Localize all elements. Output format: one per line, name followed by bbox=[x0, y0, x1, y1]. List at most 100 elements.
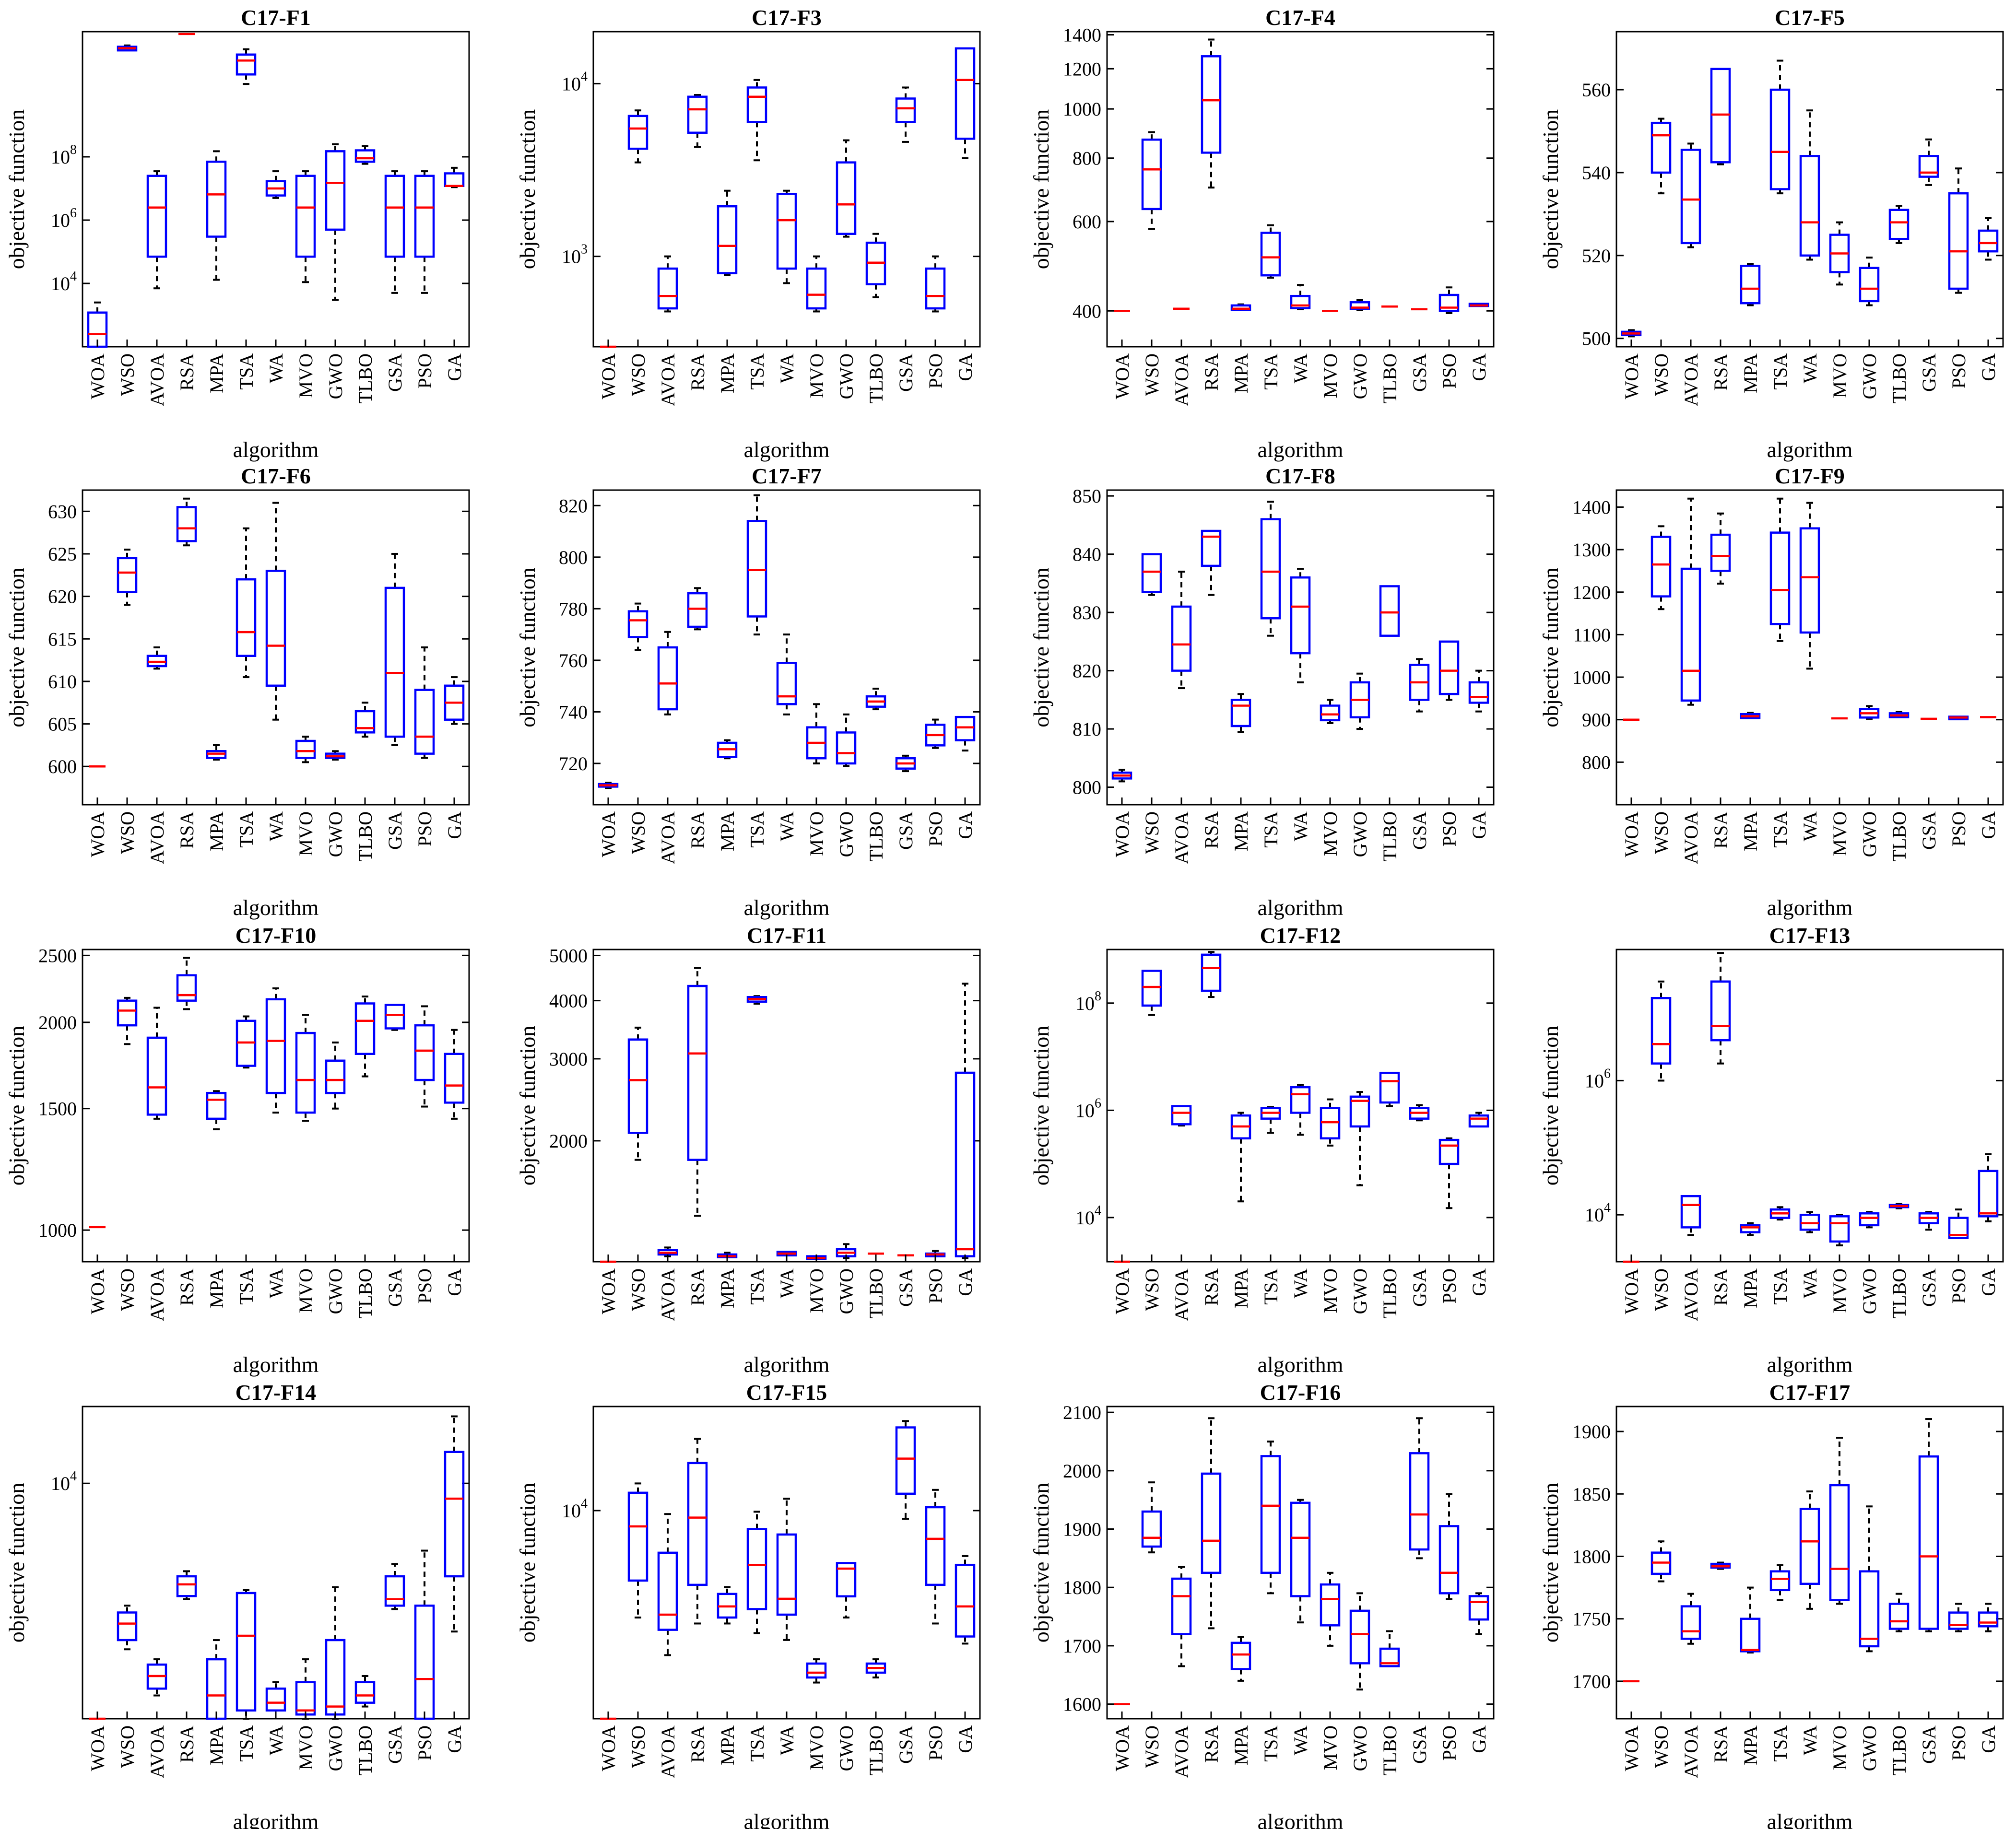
chart-c17-f14-box-tlbo bbox=[354, 1675, 376, 1708]
chart-c17-f15-box-tsa bbox=[746, 1511, 767, 1634]
iqr-box bbox=[1829, 1484, 1850, 1601]
chart-c17-f16-xtick-label-mpa: MPA bbox=[1230, 1725, 1252, 1765]
chart-c17-f12-box-rsa bbox=[1201, 951, 1222, 998]
chart-c17-f6-xtick-label-mpa: MPA bbox=[206, 811, 227, 851]
chart-c17-f9-ytick-label: 1000 bbox=[1572, 667, 1611, 688]
chart-c17-f12-xtick-label-rsa: RSA bbox=[1201, 1268, 1222, 1306]
chart-c17-f4-ytick-label: 600 bbox=[1073, 211, 1101, 233]
chart-c17-f8-xtick-label-avoa: AVOA bbox=[1171, 811, 1192, 865]
iqr-box bbox=[955, 1071, 976, 1257]
chart-c17-f6-xtick-label-gwo: GWO bbox=[325, 811, 346, 857]
chart-c17-f14-xtick-label-mvo: MVO bbox=[295, 1725, 317, 1770]
iqr-box bbox=[176, 974, 197, 1002]
chart-c17-f8-xtick-label-tsa: TSA bbox=[1260, 811, 1282, 848]
chart-c17-f5-box-wso bbox=[1651, 117, 1672, 195]
iqr-box bbox=[236, 53, 257, 76]
chart-c17-f5-xtick-label-ga: GA bbox=[1978, 353, 1999, 381]
chart-c17-f8-ytick-label: 800 bbox=[1073, 777, 1101, 798]
chart-c17-f5-title: C17-F5 bbox=[1775, 5, 1845, 30]
chart-c17-f8-y-axis-label: objective function bbox=[1029, 567, 1053, 727]
chart-c17-f13-box-gwo bbox=[1859, 1211, 1880, 1229]
chart-c17-f17-box-mvo bbox=[1829, 1437, 1850, 1605]
iqr-box bbox=[1918, 155, 1939, 178]
chart-c17-f1-xtick-label-gsa: GSA bbox=[384, 353, 406, 392]
chart-c17-f7-ytick-label: 800 bbox=[559, 547, 588, 568]
chart-c17-f4-xtick-label-woa: WOA bbox=[1111, 353, 1133, 399]
chart-c17-f5-xtick-label-gwo: GWO bbox=[1859, 353, 1880, 399]
iqr-box bbox=[955, 715, 976, 741]
iqr-box bbox=[414, 1604, 435, 1720]
chart-c17-f5-panel: C17-F5 500 520 540 560 WOA WSO AVOA RSA MPA TSA WA M… bbox=[1538, 5, 2004, 462]
chart-c17-f6-box-gwo bbox=[325, 750, 346, 761]
chart-c17-f16-title: C17-F16 bbox=[1260, 1380, 1341, 1405]
chart-c17-f7-box-tsa bbox=[746, 494, 767, 636]
chart-c17-f4-xtick-label-ga: GA bbox=[1468, 353, 1490, 381]
chart-c17-f8-box-tlbo bbox=[1379, 585, 1400, 637]
chart-c17-f5-box-mpa bbox=[1740, 263, 1761, 306]
chart-c17-f6-xtick-label-tsa: TSA bbox=[236, 811, 257, 848]
chart-c17-f6-box-wso bbox=[117, 549, 138, 606]
chart-c17-f6-y-axis-label: objective function bbox=[4, 567, 29, 727]
chart-c17-f1-xtick-label-ga: GA bbox=[444, 353, 465, 381]
iqr-box bbox=[1918, 1455, 1939, 1630]
chart-c17-f5-x-axis-label: algorithm bbox=[1767, 437, 1853, 462]
chart-c17-f17-xtick-label-gwo: GWO bbox=[1859, 1725, 1880, 1771]
iqr-box bbox=[176, 1575, 197, 1597]
iqr-box bbox=[1171, 1577, 1192, 1635]
chart-c17-f12-ytick-label: 104 bbox=[1075, 1203, 1101, 1229]
chart-c17-f5-xtick-label-pso: PSO bbox=[1948, 353, 1969, 388]
chart-c17-f16-ytick-base: 2000 bbox=[1063, 1460, 1101, 1482]
chart-c17-f11-y-axis-label: objective function bbox=[515, 1026, 540, 1185]
chart-c17-f3-xtick-label-wa: WA bbox=[776, 353, 798, 383]
chart-c17-f16-ytick-label: 1800 bbox=[1063, 1577, 1101, 1598]
chart-c17-f4-box-pso bbox=[1438, 286, 1460, 314]
chart-c17-f12-box-tsa bbox=[1260, 1106, 1281, 1134]
chart-c17-f1-box-gwo bbox=[325, 143, 346, 301]
chart-c17-f5-y-axis-label: objective function bbox=[1538, 109, 1563, 269]
chart-c17-f8-ytick-base: 800 bbox=[1073, 777, 1101, 798]
chart-c17-f9-ytick-base: 1200 bbox=[1572, 582, 1611, 603]
chart-c17-f16-ytick-label: 1700 bbox=[1063, 1635, 1101, 1657]
chart-c17-f10-ytick-base: 1000 bbox=[38, 1219, 77, 1241]
chart-c17-f12-xtick-label-mpa: MPA bbox=[1230, 1268, 1252, 1308]
chart-c17-f11-x-axis-label: algorithm bbox=[744, 1352, 830, 1377]
iqr-box bbox=[1799, 1508, 1820, 1585]
chart-c17-f8-box-avoa bbox=[1171, 571, 1192, 690]
chart-c17-f10-y-axis-label: objective function bbox=[4, 1026, 29, 1185]
chart-c17-f8-box-mpa bbox=[1230, 693, 1251, 733]
chart-c17-f6-ytick-label: 625 bbox=[48, 543, 77, 565]
iqr-box bbox=[1859, 1570, 1880, 1648]
chart-c17-f1-xtick-label-avoa: AVOA bbox=[146, 353, 168, 407]
chart-c17-f8-box-woa bbox=[1111, 769, 1132, 783]
chart-c17-f10-xtick-label-gwo: GWO bbox=[325, 1268, 346, 1314]
chart-c17-f4-box-gwo bbox=[1349, 299, 1370, 311]
chart-c17-f7-box-ga bbox=[955, 715, 976, 752]
chart-c17-f17-xtick-label-woa: WOA bbox=[1621, 1725, 1642, 1771]
iqr-box bbox=[1349, 1609, 1370, 1665]
chart-c17-f7-ytick-base: 780 bbox=[559, 598, 588, 620]
chart-c17-f13-xtick-label-tlbo: TLBO bbox=[1888, 1268, 1910, 1318]
chart-c17-f4-ytick-label: 1400 bbox=[1063, 24, 1101, 46]
chart-c17-f17-ytick-label: 1800 bbox=[1572, 1546, 1611, 1567]
chart-c17-f15-box-gsa bbox=[895, 1420, 916, 1520]
chart-c17-f11-box-rsa bbox=[687, 967, 708, 1217]
chart-c17-f13-title: C17-F13 bbox=[1769, 923, 1851, 948]
iqr-box bbox=[444, 1451, 465, 1578]
chart-c17-f7-ytick-label: 740 bbox=[559, 701, 588, 723]
chart-c17-f4-box-rsa bbox=[1201, 38, 1222, 189]
chart-c17-f13-ytick-label: 106 bbox=[1585, 1066, 1611, 1091]
chart-c17-f5-box-tlbo bbox=[1888, 205, 1910, 244]
chart-c17-f6-xtick-label-woa: WOA bbox=[87, 811, 108, 857]
chart-c17-f16-box-gwo bbox=[1349, 1592, 1370, 1691]
chart-c17-f16-y-axis-label: objective function bbox=[1029, 1483, 1053, 1642]
iqr-box bbox=[1171, 605, 1192, 672]
chart-c17-f12-xtick-label-woa: WOA bbox=[1111, 1268, 1133, 1314]
chart-c17-f5-box-mvo bbox=[1829, 221, 1850, 286]
chart-c17-f8-ytick-label: 840 bbox=[1073, 544, 1101, 565]
iqr-box bbox=[746, 1528, 767, 1610]
chart-c17-f12-box-ga bbox=[1468, 1112, 1489, 1128]
chart-c17-f7-box-pso bbox=[925, 718, 946, 749]
iqr-box bbox=[836, 731, 857, 765]
chart-c17-f16-x-axis-label: algorithm bbox=[1258, 1809, 1344, 1829]
